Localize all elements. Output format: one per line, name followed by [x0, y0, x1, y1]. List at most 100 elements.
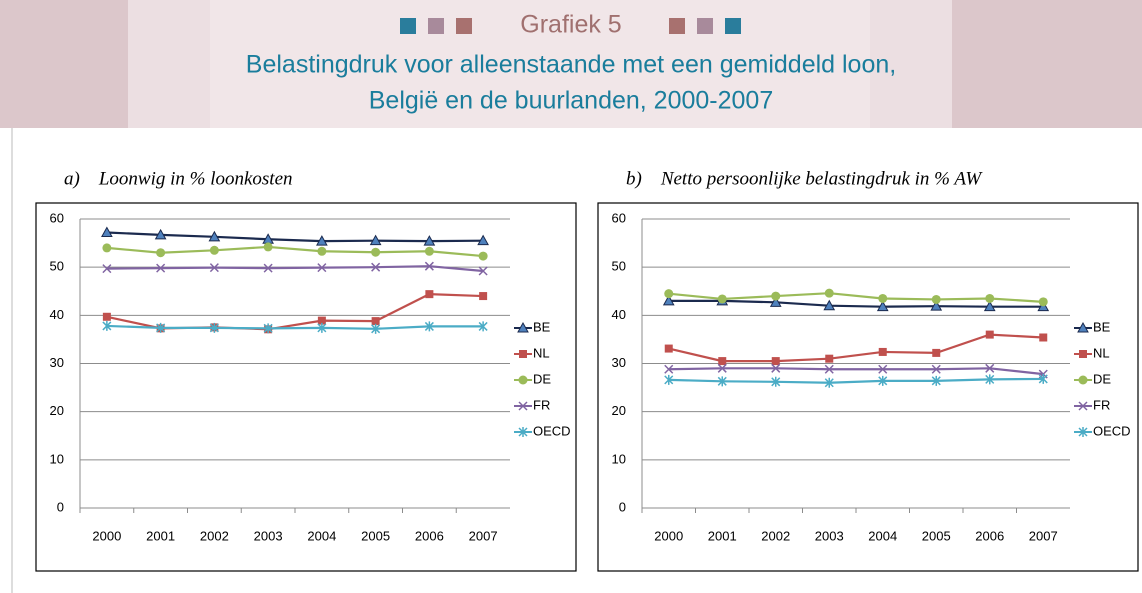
marker [932, 348, 941, 357]
chart-frame [597, 202, 1139, 572]
y-tick-label: 60 [50, 210, 64, 225]
marker [664, 364, 674, 374]
marker [717, 376, 727, 387]
deco-square [697, 18, 713, 34]
y-tick-label: 0 [619, 499, 626, 514]
chart-title: a) Loonwig in % loonkosten [64, 168, 293, 189]
marker [985, 293, 995, 303]
marker [771, 376, 781, 387]
marker [718, 357, 727, 366]
x-tick-label: 2000 [654, 528, 683, 543]
legend-marker [517, 321, 529, 333]
series-line [668, 377, 1044, 384]
legend-label: FR [1093, 397, 1110, 412]
marker [478, 266, 488, 276]
y-tick-label: 50 [612, 259, 626, 274]
marker [102, 320, 112, 331]
series-line [668, 333, 1044, 363]
marker [371, 262, 381, 272]
marker [317, 316, 326, 325]
y-tick-label: 30 [50, 355, 64, 370]
marker [479, 292, 488, 301]
marker [208, 230, 221, 242]
marker [825, 354, 834, 363]
marker [423, 235, 436, 246]
y-tick-label: 40 [50, 307, 64, 322]
marker [102, 264, 112, 274]
figure-title: België en de buurlanden, 2000-2007 [369, 87, 774, 115]
marker [425, 290, 434, 299]
x-tick-label: 2003 [815, 528, 844, 543]
marker [878, 364, 888, 374]
marker [209, 245, 219, 255]
marker [101, 226, 113, 237]
y-tick-label: 30 [612, 355, 626, 370]
legend-marker [518, 427, 528, 437]
legend-marker [1077, 321, 1089, 333]
marker [931, 375, 941, 386]
marker [209, 263, 219, 273]
legend-marker [1079, 350, 1087, 358]
marker [424, 246, 434, 256]
marker [717, 363, 727, 373]
x-tick-label: 2004 [868, 528, 897, 543]
legend-marker [1078, 401, 1088, 411]
deco-square [400, 18, 416, 34]
y-tick-label: 60 [612, 210, 626, 225]
marker [156, 248, 166, 258]
legend-label: DE [1093, 371, 1111, 386]
deco-square [456, 18, 472, 34]
x-tick-label: 2002 [200, 528, 229, 543]
chart-title: b) Netto persoonlijke belastingdruk in %… [626, 168, 983, 189]
marker [771, 291, 781, 301]
figure-label: Grafiek 5 [520, 11, 621, 39]
x-tick-label: 2002 [761, 528, 790, 543]
marker [316, 235, 328, 246]
y-tick-label: 20 [612, 403, 626, 418]
marker [263, 242, 273, 252]
chart-frame [35, 202, 577, 572]
marker [771, 357, 780, 366]
legend-marker [518, 375, 528, 385]
marker [317, 263, 327, 273]
marker [263, 263, 273, 273]
marker [478, 251, 488, 261]
marker [878, 347, 887, 356]
marker [824, 364, 834, 374]
legend-marker [1078, 375, 1088, 385]
marker [771, 363, 781, 373]
banner-inner [210, 0, 870, 128]
series-line [106, 245, 484, 258]
marker [824, 288, 834, 298]
legend-label: OECD [533, 423, 571, 438]
x-tick-label: 2004 [307, 528, 336, 543]
marker [477, 234, 489, 246]
marker [931, 294, 941, 304]
legend-marker [1078, 427, 1088, 437]
figure-title: Belastingdruk voor alleenstaande met een… [246, 51, 896, 79]
x-tick-label: 2006 [415, 528, 444, 543]
marker [263, 323, 273, 334]
legend-label: DE [533, 371, 551, 386]
marker [985, 330, 994, 339]
marker [371, 323, 381, 334]
series-line [106, 265, 484, 273]
marker [985, 374, 995, 385]
x-tick-label: 2001 [146, 528, 175, 543]
series-line [106, 324, 484, 330]
marker [369, 234, 382, 246]
deco-square [428, 18, 444, 34]
marker [823, 299, 836, 311]
legend-label: NL [1093, 345, 1110, 360]
x-tick-label: 2001 [708, 528, 737, 543]
marker [424, 261, 434, 271]
legend-label: OECD [1093, 423, 1131, 438]
marker [102, 312, 111, 321]
marker [317, 322, 327, 333]
marker [662, 294, 675, 306]
y-tick-label: 40 [612, 307, 626, 322]
marker [1039, 333, 1048, 342]
deco-square [725, 18, 741, 34]
marker [876, 300, 889, 312]
